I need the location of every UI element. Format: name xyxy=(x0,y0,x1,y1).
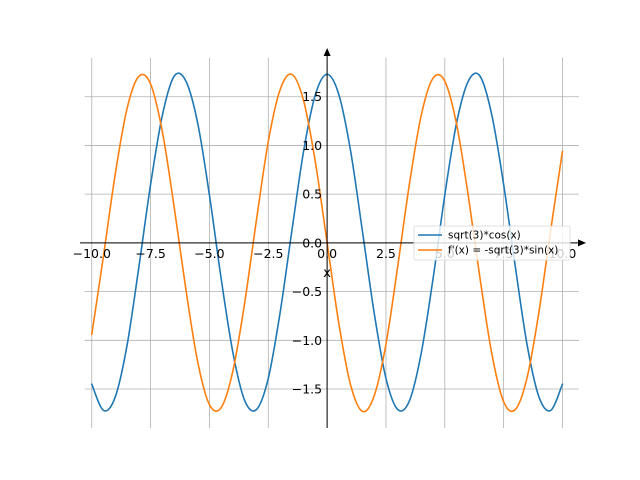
y-tick-label: −1.0 xyxy=(292,333,322,348)
y-tick-label: 0.0 xyxy=(302,235,322,250)
y-tick-label: 0.5 xyxy=(302,187,322,202)
x-tick-label: 0.0 xyxy=(317,246,337,261)
legend-box xyxy=(413,225,571,261)
x-axis-arrow-icon xyxy=(578,239,586,247)
x-tick-label: 2.5 xyxy=(376,246,396,261)
y-axis-arrow-icon xyxy=(323,48,331,56)
x-tick-label: −10.0 xyxy=(73,246,111,261)
legend-entry-cos: sqrt(3)*cos(x) xyxy=(448,230,521,242)
legend-entry-derivative: f'(x) = -sqrt(3)*sin(x) xyxy=(448,245,558,257)
x-axis-label: x xyxy=(323,266,331,281)
y-tick-label: 1.5 xyxy=(302,89,322,104)
x-tick-label: −2.5 xyxy=(253,246,283,261)
x-tick-label: −7.5 xyxy=(135,246,165,261)
y-tick-label: 1.0 xyxy=(302,138,322,153)
x-tick-label: −5.0 xyxy=(194,246,224,261)
y-tick-label: −1.5 xyxy=(292,382,322,397)
y-tick-label: −0.5 xyxy=(292,284,322,299)
legend: sqrt(3)*cos(x) f'(x) = -sqrt(3)*sin(x) xyxy=(413,225,571,261)
tick-labels: −10.0−7.5−5.0−2.50.02.55.07.510.0−1.5−1.… xyxy=(73,89,577,396)
